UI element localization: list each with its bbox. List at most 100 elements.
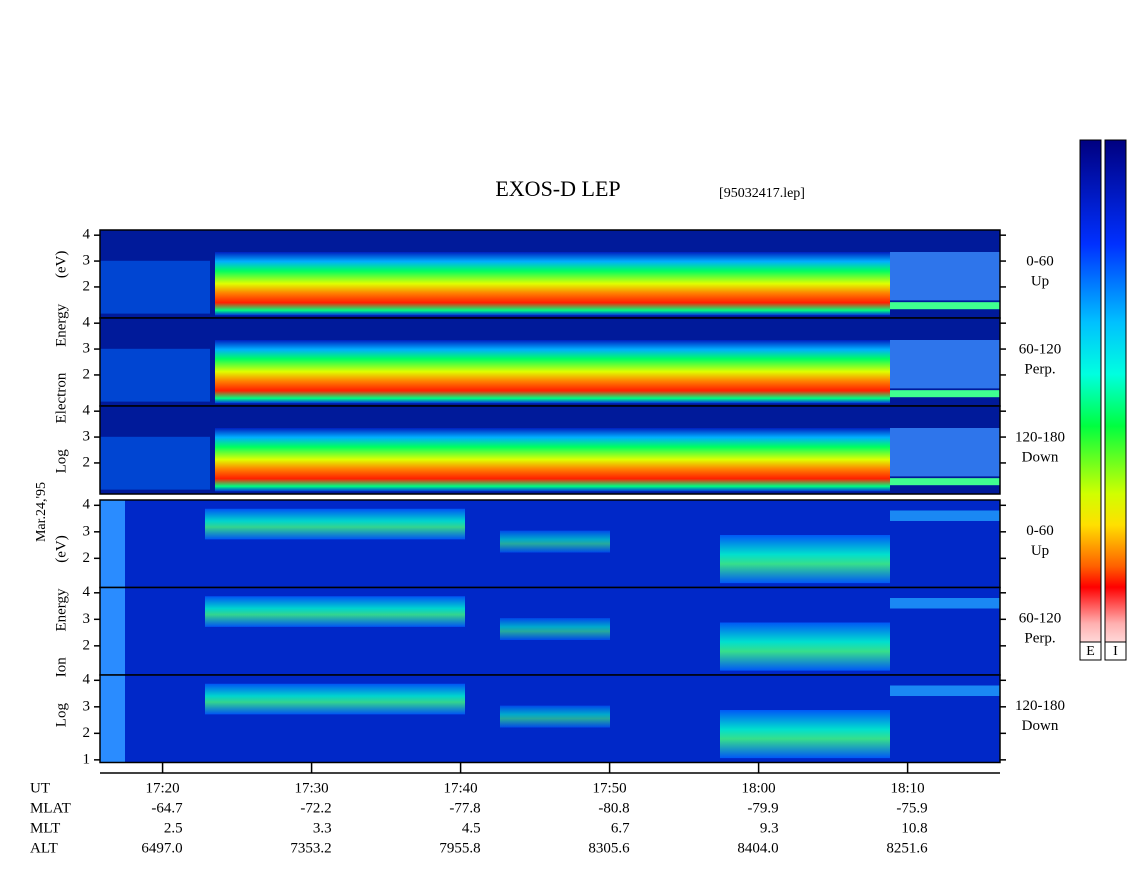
orbit-value: 6.7 [611, 820, 630, 836]
spectrum-band [500, 618, 610, 640]
panel-label: Up [1031, 543, 1049, 559]
row-label: ALT [30, 840, 58, 856]
orbit-value: -75.9 [896, 800, 927, 816]
y-tick-label: 2 [83, 366, 91, 382]
spectrum-band [100, 436, 210, 490]
orbit-value: -79.9 [747, 800, 778, 816]
y-tick-label: 2 [83, 454, 91, 470]
panel-label: Down [1022, 449, 1059, 465]
orbit-value: 8404.0 [737, 840, 778, 856]
spectrum-band [890, 598, 1000, 609]
x-tick-label: 17:20 [145, 780, 179, 796]
colorbar-label: I [1113, 644, 1118, 659]
y-tick-label: 3 [83, 698, 91, 714]
spectrum-band [720, 622, 890, 671]
orbit-value: 4.5 [462, 820, 481, 836]
y-tick-label: 4 [83, 315, 91, 331]
spectrum-band [100, 260, 210, 314]
orbit-value: -80.8 [598, 800, 629, 816]
spectrum-band [500, 530, 610, 553]
y-tick-label: 2 [83, 278, 91, 294]
orbit-value: 7353.2 [290, 840, 331, 856]
spectrum-band [720, 710, 890, 759]
panel-label: 120-180 [1015, 429, 1065, 445]
date: Mar.24,'95 [34, 482, 49, 542]
y-tick-label: 1 [83, 751, 91, 767]
orbit-value: 3.3 [313, 820, 332, 836]
spectrum-band [890, 428, 1000, 477]
spectrum-band [215, 252, 890, 316]
row-label: MLAT [30, 800, 71, 816]
colorbar [1079, 139, 1102, 661]
panel-label: Perp. [1024, 631, 1055, 647]
x-tick-label: 18:10 [891, 780, 925, 796]
colorbar-box [1104, 641, 1127, 661]
file-name: [95032417.lep] [719, 186, 805, 201]
orbit-value: 7955.8 [439, 840, 480, 856]
spectrum-band [890, 510, 1000, 521]
x-tick-label: 17:40 [444, 780, 478, 796]
y-tick-label: 3 [83, 340, 91, 356]
orbit-value: -77.8 [449, 800, 480, 816]
panel-frame [99, 674, 1001, 764]
y-tick-label: 3 [83, 611, 91, 627]
spectrum-band [205, 683, 465, 715]
panel-frame [99, 405, 1001, 495]
panel-label: Up [1031, 273, 1049, 289]
spectrum-band [890, 685, 1000, 696]
y-tick-label: 4 [83, 584, 91, 600]
y-tick-label: 4 [83, 403, 91, 419]
spectrum-band [100, 348, 210, 402]
spectrum-band [890, 390, 1000, 398]
spectrum-band [890, 302, 1000, 310]
panel-label: Down [1022, 718, 1059, 734]
x-tick-label: 18:00 [742, 780, 776, 796]
spectrum-band [205, 596, 465, 627]
spectrum-band [100, 587, 125, 675]
orbit-value: 8305.6 [588, 840, 630, 856]
panel-label: 120-180 [1015, 698, 1065, 714]
spectrum-band [890, 340, 1000, 389]
y-tick-label: 4 [83, 497, 91, 513]
y-tick-label: 2 [83, 550, 91, 566]
y-tick-label: 3 [83, 523, 91, 539]
row-label: MLT [30, 820, 60, 836]
y-tick-label: 2 [83, 725, 91, 741]
panel-label: Perp. [1024, 361, 1055, 377]
colorbar [1104, 139, 1127, 661]
orbit-value: 9.3 [760, 820, 779, 836]
panel-label: 60-120 [1019, 341, 1062, 357]
panel-label: 0-60 [1026, 523, 1054, 539]
spectrum-band [720, 535, 890, 584]
x-tick-label: 17:50 [593, 780, 627, 796]
title: EXOS-D LEP [495, 176, 620, 201]
orbit-value: 6497.0 [141, 840, 182, 856]
y-axis-label: Log Electron Energy (eV) [53, 251, 69, 474]
orbit-value: -72.2 [300, 800, 331, 816]
row-label: UT [30, 780, 50, 796]
spectrum-band [100, 675, 125, 763]
panel-label: 0-60 [1026, 253, 1054, 269]
x-tick-label: 17:30 [295, 780, 329, 796]
y-axis-label: Log Ion Energy (eV) [53, 535, 69, 727]
y-tick-label: 4 [83, 227, 91, 243]
spectrum-band [205, 508, 465, 540]
colorbar-label: E [1086, 644, 1095, 659]
panel-label: 60-120 [1019, 611, 1062, 627]
colorbar-box [1079, 641, 1102, 661]
spectrum-band [100, 500, 125, 588]
orbit-value: 2.5 [164, 820, 183, 836]
y-tick-label: 3 [83, 428, 91, 444]
y-tick-label: 3 [83, 252, 91, 268]
orbit-value: 8251.6 [886, 840, 928, 856]
orbit-value: 10.8 [901, 820, 927, 836]
y-tick-label: 2 [83, 637, 91, 653]
spectrum-band [890, 252, 1000, 301]
spectrum-band [890, 478, 1000, 486]
y-tick-label: 4 [83, 672, 91, 688]
spectrum-band [500, 705, 610, 728]
orbit-value: -64.7 [151, 800, 183, 816]
spectrum-band [215, 340, 890, 404]
spectrum-band [215, 428, 890, 492]
